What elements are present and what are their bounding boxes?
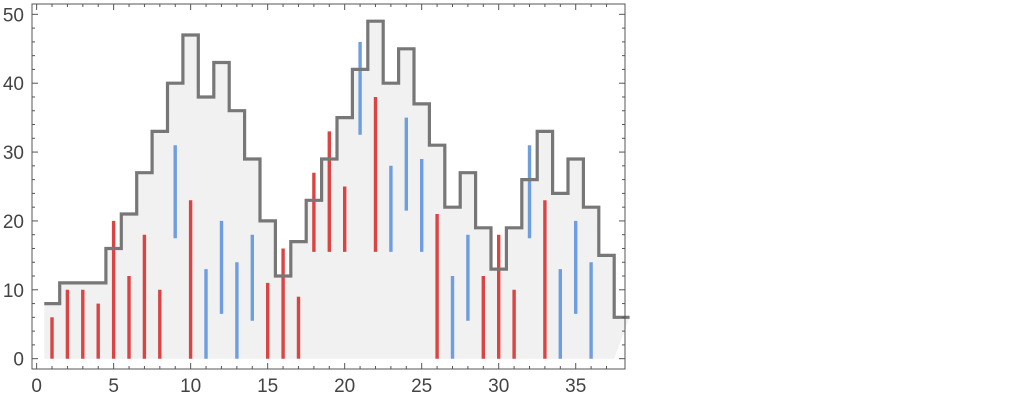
x-tick-label: 5: [108, 376, 119, 397]
y-tick-label: 50: [3, 5, 24, 26]
axis-ticks: [32, 4, 625, 369]
y-tick-label: 30: [3, 143, 24, 164]
y-tick-label: 0: [13, 350, 24, 371]
y-tick-label: 40: [3, 74, 24, 95]
envelope-fill: [44, 21, 630, 359]
x-tick-label: 30: [488, 376, 509, 397]
envelope-fill-layer: [44, 21, 630, 359]
x-tick-label: 10: [180, 376, 201, 397]
x-tick-label: 35: [565, 376, 586, 397]
x-tick-label: 15: [257, 376, 278, 397]
axis-tick-labels: 0 5 10 15 20 25 30 35 0 10 20 30 40 50: [3, 5, 586, 397]
bars-layer: [50, 41, 593, 359]
frame-border: [31, 3, 626, 370]
x-tick-label: 20: [334, 376, 355, 397]
y-tick-label: 20: [3, 212, 24, 233]
plot-frame: [31, 3, 626, 370]
y-tick-label: 10: [3, 281, 24, 302]
envelope-step-line: [44, 19, 630, 319]
x-tick-label: 25: [411, 376, 432, 397]
x-tick-label: 0: [31, 376, 42, 397]
envelope-line-layer: [44, 19, 630, 319]
